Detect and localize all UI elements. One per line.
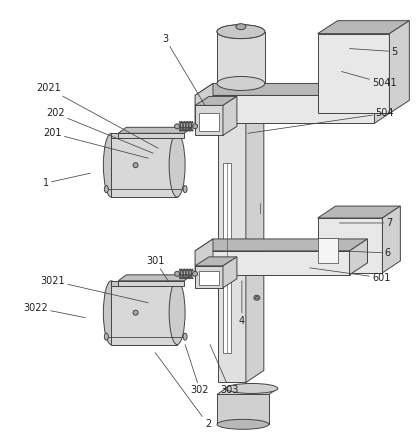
Polygon shape [246,91,264,382]
Polygon shape [318,218,383,273]
Polygon shape [199,271,219,285]
Polygon shape [111,133,177,197]
Text: 5: 5 [349,47,398,57]
Polygon shape [223,97,237,135]
Ellipse shape [255,296,259,299]
Ellipse shape [183,333,187,340]
Text: 2021: 2021 [36,83,158,148]
Ellipse shape [217,25,265,39]
Polygon shape [195,257,237,266]
Polygon shape [195,83,213,123]
Polygon shape [318,34,389,113]
Polygon shape [195,97,237,105]
Text: 301: 301 [146,256,168,281]
Text: 504: 504 [248,109,394,133]
Ellipse shape [133,163,138,168]
Polygon shape [195,95,375,123]
Text: 201: 201 [43,128,148,158]
Polygon shape [349,239,367,275]
Polygon shape [318,206,401,218]
Polygon shape [383,206,401,273]
Polygon shape [389,21,409,113]
Ellipse shape [175,271,180,276]
Polygon shape [195,239,367,251]
Text: 601: 601 [310,268,391,283]
Polygon shape [218,91,264,103]
Ellipse shape [193,271,197,276]
Polygon shape [199,113,219,131]
Ellipse shape [175,124,180,129]
Polygon shape [375,83,392,123]
Text: 4: 4 [239,281,245,326]
Polygon shape [217,389,278,394]
Polygon shape [217,394,269,424]
Polygon shape [217,31,265,83]
Text: 2: 2 [155,353,211,429]
Ellipse shape [104,333,109,340]
Text: 1: 1 [42,173,91,188]
Ellipse shape [169,281,185,345]
Polygon shape [223,257,237,288]
Text: 202: 202 [46,109,153,153]
Polygon shape [195,251,349,275]
Ellipse shape [217,420,269,429]
Polygon shape [111,281,177,286]
Text: 303: 303 [210,345,239,396]
Polygon shape [118,275,192,281]
Ellipse shape [217,77,265,90]
Text: 7: 7 [339,218,393,228]
Text: 3022: 3022 [23,303,85,318]
Polygon shape [318,238,338,263]
Polygon shape [195,239,213,275]
Polygon shape [111,133,177,138]
Polygon shape [195,266,223,288]
Polygon shape [223,163,231,353]
Polygon shape [218,103,246,382]
Text: 5041: 5041 [341,71,397,89]
Polygon shape [118,281,184,286]
Ellipse shape [133,310,138,315]
Ellipse shape [226,384,278,393]
Ellipse shape [183,186,187,193]
Ellipse shape [193,124,197,129]
Ellipse shape [217,25,265,39]
Ellipse shape [254,295,260,300]
Polygon shape [111,281,177,345]
Text: 302: 302 [185,345,209,396]
Text: 3021: 3021 [40,276,148,303]
Text: 6: 6 [339,248,391,258]
Polygon shape [195,105,223,135]
Ellipse shape [236,23,246,30]
Polygon shape [318,21,409,34]
Ellipse shape [169,133,185,197]
Polygon shape [195,83,392,95]
Polygon shape [118,133,184,138]
Ellipse shape [103,281,119,345]
Polygon shape [118,127,192,133]
Ellipse shape [104,186,109,193]
Text: 3: 3 [162,34,205,105]
Ellipse shape [103,133,119,197]
